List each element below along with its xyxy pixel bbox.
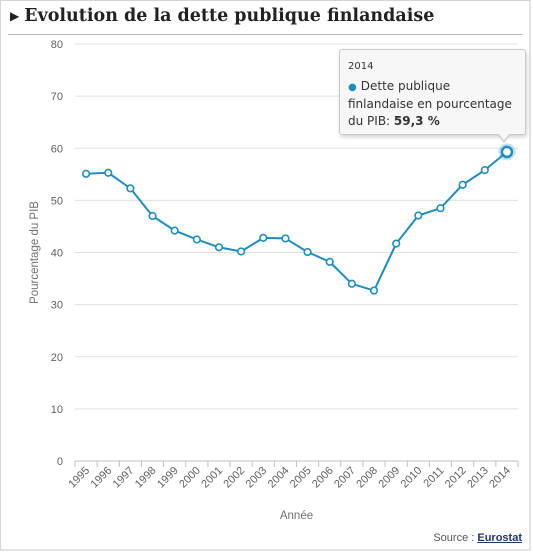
x-tick-label: 2010 <box>399 465 425 491</box>
x-tick-label: 2002 <box>221 465 247 491</box>
triangle-right-icon: ▶ <box>10 9 20 23</box>
tooltip-year: 2014 <box>348 61 374 72</box>
tooltip-value: 59,3 % <box>393 114 440 128</box>
data-point <box>392 239 401 248</box>
data-point <box>81 169 91 178</box>
x-tick-label: 2008 <box>354 465 380 491</box>
y-tick-label: 30 <box>51 300 63 312</box>
source-link[interactable]: Eurostat <box>477 532 522 544</box>
data-point <box>480 166 489 175</box>
data-point <box>347 279 356 288</box>
data-point <box>170 226 179 235</box>
data-point <box>148 211 157 221</box>
x-tick-label: 2005 <box>288 465 314 491</box>
data-point <box>259 233 268 243</box>
data-point <box>214 243 224 252</box>
x-tick-label: 2004 <box>266 465 292 491</box>
title-divider <box>8 34 523 35</box>
x-tick-label: 1997 <box>111 465 137 491</box>
data-tooltip: 2014 ● Dette publique finlandaise en pour… <box>339 49 526 135</box>
x-tick-label: 1998 <box>133 465 159 491</box>
x-tick-label: 2003 <box>244 465 270 491</box>
data-point <box>414 211 423 220</box>
x-tick-label: 2001 <box>199 465 225 491</box>
tooltip-series-label: Dette publique finlandaise en pourcentag… <box>348 79 512 128</box>
tooltip-body: ● Dette publique finlandaise en pourcenta… <box>348 78 517 130</box>
y-tick-label: 50 <box>51 195 63 207</box>
source-label: Source : <box>433 532 475 544</box>
series-line <box>86 151 508 292</box>
y-tick-label: 0 <box>57 456 63 468</box>
data-point <box>126 184 135 193</box>
data-point <box>458 180 467 189</box>
x-tick-label: 2012 <box>443 465 469 491</box>
x-axis-title: Année <box>280 510 313 522</box>
data-point <box>237 247 246 256</box>
x-tick-label: 2006 <box>310 465 336 491</box>
highlighted-data-point <box>500 145 514 159</box>
source-credit: Source : Eurostat <box>433 532 522 544</box>
y-tick-label: 40 <box>51 248 63 260</box>
data-point <box>281 234 290 243</box>
x-tick-label: 2007 <box>332 465 358 491</box>
chart-title: Evolution de la dette publique finlandai… <box>24 6 435 26</box>
y-axis-title: Pourcentage du PIB <box>29 201 41 304</box>
x-tick-label: 2013 <box>465 465 491 491</box>
y-tick-label: 70 <box>51 91 63 103</box>
x-tick-label: 2009 <box>376 465 402 491</box>
data-point <box>369 286 379 295</box>
data-point <box>303 247 312 257</box>
series-dot-icon: ● <box>348 82 357 93</box>
y-tick-label: 80 <box>51 39 63 51</box>
data-point <box>325 257 334 266</box>
data-point <box>192 235 201 244</box>
x-tick-label: 1996 <box>89 465 115 491</box>
x-tick-label: 2014 <box>487 465 513 491</box>
tooltip-pointer-fill <box>498 133 510 141</box>
y-tick-label: 10 <box>51 404 63 416</box>
x-tick-label: 2011 <box>421 465 446 490</box>
data-point <box>104 168 113 177</box>
chart-title-row: ▶ Evolution de la dette publique finland… <box>10 6 434 26</box>
x-tick-label: 2000 <box>177 465 203 491</box>
x-tick-label: 1995 <box>66 465 92 491</box>
y-tick-label: 60 <box>51 143 63 155</box>
data-point <box>436 204 445 213</box>
y-tick-label: 20 <box>51 352 63 364</box>
x-tick-label: 1999 <box>155 465 181 491</box>
